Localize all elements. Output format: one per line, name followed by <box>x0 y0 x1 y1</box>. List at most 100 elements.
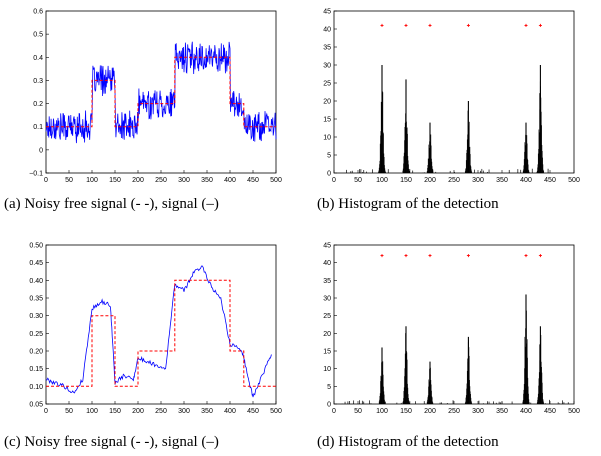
y-tick-label-d: 0 <box>327 402 331 409</box>
caption-b: (b) Histogram of the detection <box>317 196 499 212</box>
x-tick-label-a: 300 <box>178 177 190 184</box>
y-tick-label-d: 5 <box>327 384 331 391</box>
x-tick-label-a: 150 <box>109 177 121 184</box>
y-tick-label-b: 45 <box>323 9 331 16</box>
y-tick-label-a: 0.2 <box>33 101 43 108</box>
x-tick-label-b: 450 <box>544 177 556 184</box>
x-tick-label-c: 150 <box>109 408 121 415</box>
y-tick-label-c: 0.30 <box>29 313 43 320</box>
x-tick-label-d: 350 <box>496 408 508 415</box>
y-tick-label-d: 40 <box>323 260 331 267</box>
y-tick-label-b: 25 <box>323 81 331 88</box>
x-tick-label-a: 100 <box>86 177 98 184</box>
x-tick-label-c: 50 <box>65 408 73 415</box>
y-tick-label-b: 0 <box>327 171 331 178</box>
x-tick-label-a: 500 <box>270 177 282 184</box>
x-tick-label-d: 100 <box>376 408 388 415</box>
y-tick-label-a: 0.3 <box>33 78 43 85</box>
x-tick-label-b: 300 <box>472 177 484 184</box>
y-tick-label-b: 35 <box>323 45 331 52</box>
x-tick-label-d: 300 <box>472 408 484 415</box>
detection-marker-d <box>524 254 528 258</box>
y-tick-label-c: 0.15 <box>29 366 43 373</box>
x-tick-label-a: 50 <box>65 177 73 184</box>
chart-d: 0 50 100 150 200 250 300 350 400 450 500 0 5 10 15 20 25… <box>323 243 580 416</box>
plot-frame-d <box>333 244 575 405</box>
x-tick-label-d: 150 <box>400 408 412 415</box>
x-tick-label-b: 150 <box>400 177 412 184</box>
x-tick-label-d: 500 <box>568 408 580 415</box>
y-tick-label-a: −0.1 <box>29 171 43 178</box>
y-tick-label-b: 30 <box>323 63 331 70</box>
x-tick-label-b: 200 <box>424 177 436 184</box>
y-tick-label-d: 35 <box>323 278 331 285</box>
y-tick-label-c: 0.25 <box>29 331 43 338</box>
detection-marker-d <box>466 254 470 258</box>
detection-marker-b <box>428 23 432 27</box>
x-tick-label-a: 250 <box>155 177 167 184</box>
plot-frame-a <box>45 10 277 174</box>
y-tick-label-c: 0.50 <box>29 243 43 250</box>
x-tick-label-b: 250 <box>448 177 460 184</box>
y-tick-label-c: 0.05 <box>29 402 43 409</box>
y-tick-label-d: 45 <box>323 243 331 250</box>
caption-d: (d) Histogram of the detection <box>317 434 499 450</box>
x-tick-label-b: 50 <box>354 177 362 184</box>
y-tick-label-d: 20 <box>323 331 331 338</box>
y-tick-label-c: 0.35 <box>29 296 43 303</box>
detection-marker-d <box>404 254 408 258</box>
y-tick-label-a: 0.4 <box>33 55 43 62</box>
x-tick-label-b: 100 <box>376 177 388 184</box>
x-tick-label-b: 400 <box>520 177 532 184</box>
caption-a: (a) Noisy free signal (- -), signal (–) <box>4 196 219 212</box>
y-tick-label-b: 20 <box>323 99 331 106</box>
detection-marker-d <box>538 254 542 258</box>
x-tick-label-c: 0 <box>44 408 48 415</box>
plot-frame-b <box>333 10 575 174</box>
chart-b: 0 50 100 150 200 250 300 350 400 450 500 0 5 10 15 20 25… <box>323 9 580 185</box>
x-tick-label-c: 250 <box>155 408 167 415</box>
y-tick-label-b: 5 <box>327 153 331 160</box>
y-tick-label-c: 0.20 <box>29 349 43 356</box>
x-tick-label-d: 0 <box>332 408 336 415</box>
x-tick-label-a: 0 <box>44 177 48 184</box>
y-tick-label-c: 0.40 <box>29 278 43 285</box>
x-tick-label-c: 450 <box>247 408 259 415</box>
detection-marker-d <box>428 254 432 258</box>
y-tick-label-c: 0.45 <box>29 260 43 267</box>
detection-marker-b <box>380 23 384 27</box>
signal-line-c <box>45 265 272 398</box>
x-tick-label-c: 300 <box>178 408 190 415</box>
x-tick-label-d: 450 <box>544 408 556 415</box>
chart-a: 0 50 100 150 200 250 300 350 400 450 500−0.100.10.… <box>29 9 282 185</box>
detection-marker-b <box>538 23 542 27</box>
x-tick-label-b: 500 <box>568 177 580 184</box>
x-tick-label-d: 50 <box>354 408 362 415</box>
plot-frame-c <box>45 244 277 405</box>
x-tick-label-c: 100 <box>86 408 98 415</box>
x-tick-label-a: 400 <box>224 177 236 184</box>
x-tick-label-c: 500 <box>270 408 282 415</box>
detection-marker-b <box>404 23 408 27</box>
y-tick-label-b: 10 <box>323 135 331 142</box>
y-tick-label-d: 25 <box>323 313 331 320</box>
detection-marker-d <box>380 254 384 258</box>
detection-marker-b <box>466 23 470 27</box>
y-tick-label-c: 0.10 <box>29 384 43 391</box>
x-tick-label-a: 450 <box>247 177 259 184</box>
y-tick-label-a: 0.5 <box>33 32 43 39</box>
reference-line-a <box>46 56 276 128</box>
signal-line-a <box>45 41 277 144</box>
y-tick-label-a: 0 <box>39 147 43 154</box>
x-tick-label-b: 350 <box>496 177 508 184</box>
y-tick-label-b: 40 <box>323 27 331 34</box>
x-tick-label-b: 0 <box>332 177 336 184</box>
x-tick-label-d: 400 <box>520 408 532 415</box>
y-tick-label-d: 15 <box>323 349 331 356</box>
x-tick-label-a: 350 <box>201 177 213 184</box>
x-tick-label-d: 200 <box>424 408 436 415</box>
detection-marker-b <box>524 23 528 27</box>
y-tick-label-b: 15 <box>323 117 331 124</box>
chart-c: 0 50 100 150 200 250 300 350 400 450 500 0.05 0.10 0.… <box>29 243 282 416</box>
x-tick-label-a: 200 <box>132 177 144 184</box>
